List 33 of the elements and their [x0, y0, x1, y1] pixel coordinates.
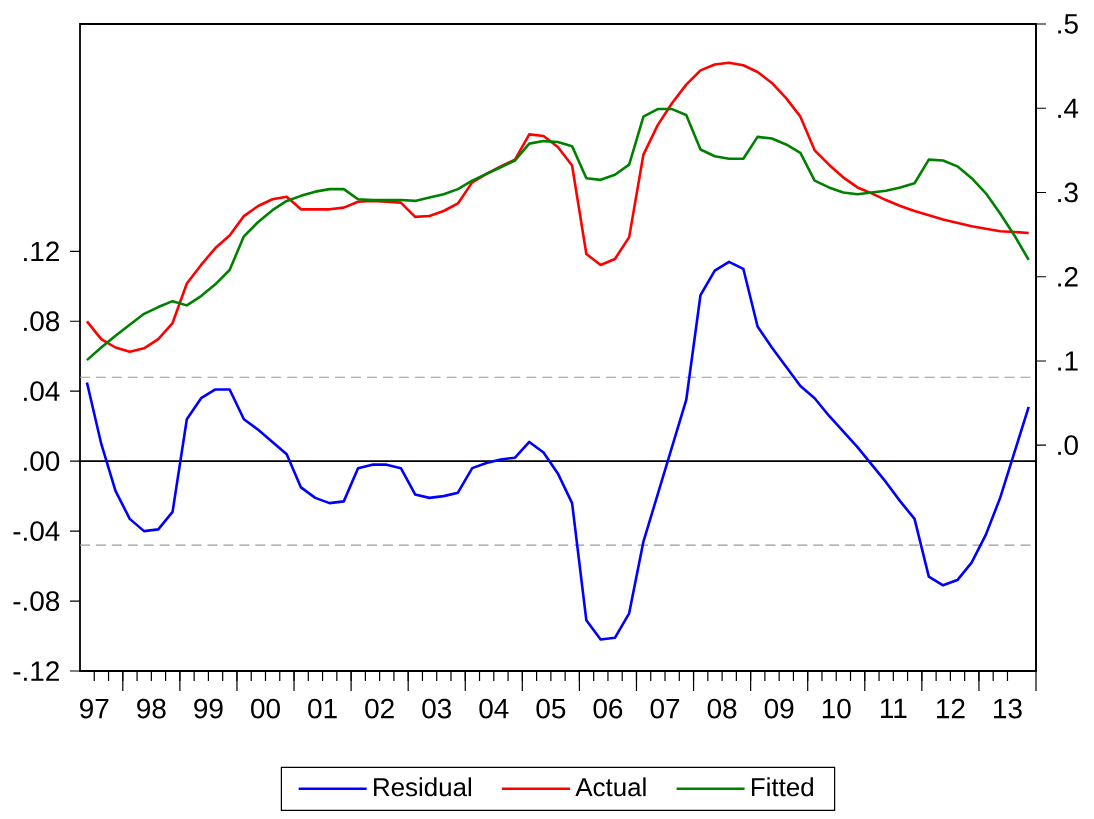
x-tick-label: 98	[137, 698, 166, 719]
x-tick-label: 09	[764, 698, 794, 719]
x-tick-label: 01	[308, 698, 337, 719]
x-tick-label: 06	[593, 698, 623, 719]
x-tick-label: 02	[365, 698, 394, 719]
y-tick-label: -.04	[13, 521, 60, 541]
y2-tick-label: .4	[1058, 98, 1079, 118]
x-tick-label: 03	[422, 698, 451, 719]
y-tick-label: -.12	[13, 661, 59, 681]
x-tick-label: 05	[536, 698, 566, 719]
legend-label: Residual	[374, 777, 471, 797]
y2-tick-label: .0	[1058, 435, 1078, 456]
x-tick-label: 08	[707, 698, 737, 719]
x-tick-label: 11	[880, 698, 907, 718]
y2-tick-label: .1	[1058, 351, 1078, 371]
y-tick-label: .04	[24, 381, 60, 402]
x-tick-label: 13	[994, 698, 1022, 719]
x-tick-label: 12	[937, 698, 965, 719]
y-tick-label: -.08	[13, 591, 60, 611]
y-tick-label: .00	[24, 451, 60, 472]
y2-tick-label: .3	[1058, 182, 1078, 203]
legend-label: Actual	[575, 777, 646, 797]
x-tick-label: 97	[80, 698, 109, 719]
x-tick-label: 07	[650, 698, 680, 719]
legend-label: Fitted	[751, 777, 813, 797]
y2-tick-label: .5	[1058, 14, 1078, 34]
x-tick-label: 10	[822, 698, 851, 719]
x-tick-label: 99	[194, 698, 223, 719]
y2-tick-label: .2	[1058, 266, 1078, 287]
y-tick-label: .12	[24, 241, 59, 262]
y-tick-label: .08	[24, 311, 60, 332]
x-tick-label: 04	[479, 698, 509, 719]
x-tick-label: 00	[251, 698, 280, 719]
